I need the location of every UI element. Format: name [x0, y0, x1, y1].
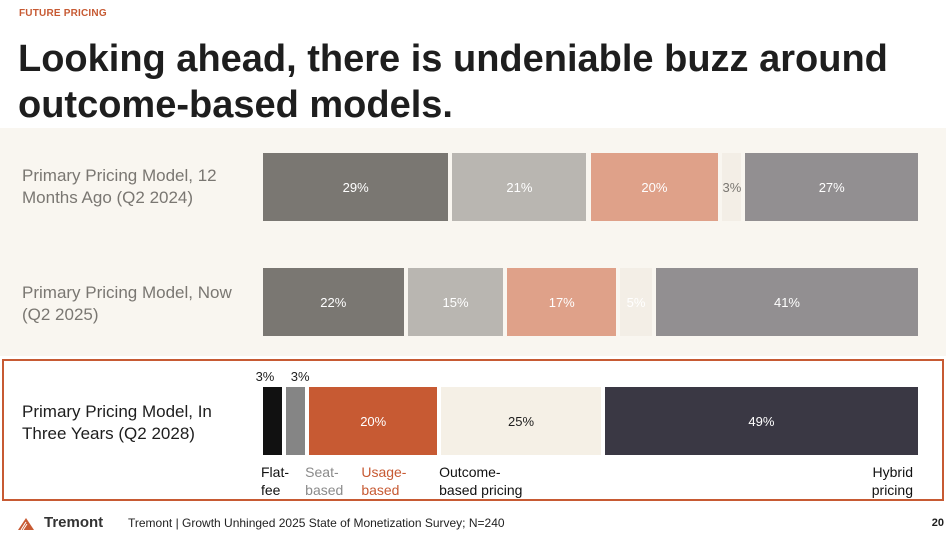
data-label: 41% [773, 294, 800, 310]
category-label: Flat-fee [261, 464, 289, 498]
data-label: 29% [342, 179, 369, 195]
data-label: 5% [626, 294, 646, 310]
bar-segment-usage-based: 20% [309, 387, 438, 455]
bar-segment-outcome-based-pricing: 3% [722, 153, 742, 221]
bar-segment-hybrid-pricing: 41% [656, 268, 918, 336]
source-note: Tremont | Growth Unhinged 2025 State of … [128, 516, 505, 530]
bar-segment-hybrid-pricing: 49% [604, 387, 918, 455]
data-label: 3% [255, 369, 275, 384]
data-label: 3% [290, 369, 310, 384]
row-label-2: Primary Pricing Model, Now (Q2 2025) [22, 283, 232, 324]
bar-segment-flat-fee: 29% [263, 153, 449, 221]
category-label: Seat-based [305, 464, 344, 498]
bar-segment-seat-based [286, 387, 306, 455]
bar-row-3: 20% 25% 49% [263, 387, 918, 455]
data-label: 25% [507, 413, 535, 429]
data-label: 3% [722, 179, 742, 195]
bar-segment-outcome-based-pricing: 25% [441, 387, 601, 455]
bar-row-2: 22% 15% 17% 5% 41% [263, 268, 918, 336]
page-number: 20 [931, 517, 944, 529]
bar-segment-seat-based: 15% [407, 268, 504, 336]
category-label: Outcome-based pricing [439, 464, 523, 498]
logo: Tremont [18, 514, 103, 531]
category-label: Usage-based [361, 464, 407, 498]
page-title: Looking ahead, there is undeniable buzz … [18, 38, 888, 126]
bar-row-1: 29% 21% 20% 3% 27% [263, 153, 918, 221]
bar-segment-usage-based: 17% [507, 268, 617, 336]
logo-mountain-icon [18, 517, 34, 530]
bar-segment-flat-fee [263, 387, 283, 455]
data-label: 17% [548, 294, 575, 310]
category-label: Hybrid pricing [871, 464, 913, 498]
data-label: 20% [360, 413, 387, 429]
logo-text: Tremont [44, 514, 104, 531]
eyebrow: FUTURE PRICING [19, 8, 107, 19]
data-label: 27% [818, 179, 845, 195]
bar-segment-flat-fee: 22% [263, 268, 404, 336]
row-label-1: Primary Pricing Model, 12 Months Ago (Q2… [22, 166, 217, 207]
data-label: 22% [320, 294, 347, 310]
data-label: 49% [748, 413, 775, 429]
data-label: 21% [506, 179, 533, 195]
bar-segment-seat-based: 21% [452, 153, 587, 221]
bar-segment-outcome-based-pricing: 5% [620, 268, 652, 336]
data-label: 15% [442, 294, 469, 310]
bar-segment-hybrid-pricing: 27% [745, 153, 918, 221]
row-label-3: Primary Pricing Model, In Three Years (Q… [22, 402, 212, 443]
data-label: 20% [641, 179, 668, 195]
bar-segment-usage-based: 20% [590, 153, 719, 221]
